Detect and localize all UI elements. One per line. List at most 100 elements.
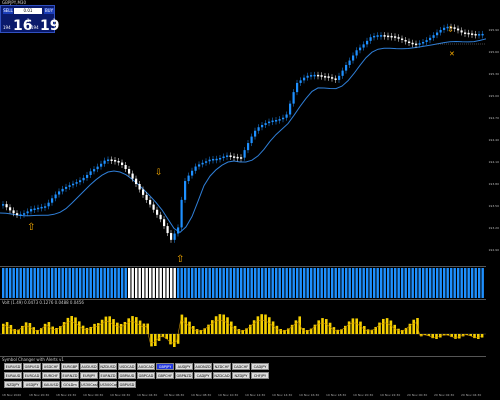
panel-separator (0, 356, 486, 357)
candle (278, 119, 281, 121)
signal-bar (229, 268, 232, 298)
signal-bar (383, 268, 386, 298)
histogram-bar (283, 329, 286, 334)
bid-price: 16 (13, 18, 33, 34)
candle (163, 219, 166, 227)
symbol-button-us500cash[interactable]: US500Cash (99, 381, 121, 388)
candle (341, 70, 344, 76)
signal-bar (327, 268, 330, 298)
histogram-bar (435, 334, 438, 339)
signal-bar (299, 268, 302, 298)
symbol-button-gbpchf[interactable]: GBPCHF (156, 372, 174, 379)
candle (173, 233, 176, 240)
histogram-bar (325, 319, 328, 334)
symbol-button-nzdcad[interactable]: NZDCAD (213, 372, 231, 379)
price-axis-label: 195.30 (488, 72, 500, 76)
symbol-button-audusd[interactable]: AUDUSD (80, 363, 98, 370)
signal-bar (37, 268, 40, 298)
signal-bar (51, 268, 54, 298)
symbol-button-gbpusd[interactable]: GBPUSD (23, 363, 41, 370)
symbol-button-audnzd[interactable]: AUDNZD (194, 363, 212, 370)
symbol-button-gbpusd[interactable]: GBPUSD (118, 381, 136, 388)
symbol-button-cadjpy[interactable]: CADJPY (251, 363, 269, 370)
symbol-button-gbpaud[interactable]: GBPAUD (118, 372, 136, 379)
histogram-bar (150, 334, 153, 347)
symbol-button-audjpy[interactable]: AUDJPY (175, 363, 193, 370)
signal-bar (471, 268, 474, 298)
symbol-button-gbpnzd[interactable]: GBPNZD (175, 372, 193, 379)
candle (177, 227, 180, 234)
signal-bar (439, 268, 442, 298)
sell-button[interactable]: SELL (3, 8, 13, 14)
candle (306, 75, 309, 78)
candle (5, 204, 8, 208)
histogram-bar (81, 325, 85, 334)
histogram-bar (469, 334, 472, 336)
candle (359, 47, 362, 51)
symbol-button-nzdusd[interactable]: NZDUSD (99, 363, 117, 370)
symbol-button-cadchf[interactable]: CADCHF (232, 363, 250, 370)
buy-arrow-icon: ⇧ (27, 222, 35, 233)
candle (114, 160, 117, 162)
signal-bar (408, 268, 411, 298)
histogram-bar (218, 314, 222, 334)
symbol-button-audcad[interactable]: AUDCAD (137, 363, 155, 370)
symbol-button-eurgbp[interactable]: EURGBP (61, 363, 79, 370)
buy-button[interactable]: BUY (44, 8, 54, 14)
candle (481, 33, 484, 36)
symbol-button-eurcad[interactable]: EURCAD (23, 372, 41, 379)
signal-bar (142, 268, 145, 298)
histogram-bar (70, 316, 73, 334)
symbol-button-xauusd[interactable]: XAUUSD (42, 381, 60, 388)
histogram-bar (100, 319, 104, 334)
symbol-button-euraud[interactable]: EURAUD (4, 372, 22, 379)
histogram-bar (351, 318, 355, 334)
symbol-button-usdcad[interactable]: USDCAD (118, 363, 136, 370)
symbol-button-usdjpy[interactable]: USDJPY (23, 381, 41, 388)
symbol-button-gbpjpy[interactable]: GBPJPY (156, 363, 174, 370)
signal-bar (40, 268, 43, 298)
symbol-button-eurchf[interactable]: EURCHF (42, 372, 60, 379)
candle (282, 117, 285, 120)
candle (194, 166, 197, 171)
symbol-button-nzdjpy[interactable]: NZDJPY (4, 381, 22, 388)
signal-bar (240, 268, 243, 298)
symbol-button-eurjpy[interactable]: EURJPY (80, 372, 98, 379)
price-chart[interactable]: ⇧ ⇩ ⇧ ⇩ ✕ (0, 0, 486, 265)
symbol-button-nzdjpy[interactable]: NZDJPY (232, 372, 250, 379)
candle (187, 175, 190, 182)
symbol-button-nzdchf[interactable]: NZDCHF (213, 363, 231, 370)
histogram-bar (123, 321, 127, 334)
candle (40, 206, 43, 209)
candle (215, 158, 218, 161)
signal-bar (334, 268, 337, 298)
histogram-bar (279, 329, 282, 334)
signal-bar (103, 268, 106, 298)
symbol-button-gbpcad[interactable]: GBPCAD (137, 372, 155, 379)
candle (219, 157, 222, 160)
histogram-bar (112, 319, 115, 334)
histogram-bar (108, 316, 111, 334)
symbol-button-cadjpy[interactable]: CADJPY (194, 372, 212, 379)
signal-bar (369, 268, 372, 298)
signal-bar (61, 268, 64, 298)
lot-size-input[interactable]: 0.01 (14, 8, 42, 14)
symbol-button-us30cash[interactable]: US30Cash (80, 381, 99, 388)
time-axis-label: 19 Nov 14:30 (272, 393, 293, 397)
time-axis-label: 18 Nov 20:30 (29, 393, 50, 397)
symbol-button-goldm[interactable]: GOLDm (61, 381, 79, 388)
symbol-button-eurnzd[interactable]: EURNZD (99, 372, 117, 379)
signal-bar (96, 268, 99, 298)
symbol-button-usdchf[interactable]: USDCHF (42, 363, 60, 370)
histogram-bar (446, 334, 450, 336)
candle (61, 188, 64, 192)
symbol-button-chfjpy[interactable]: CHFJPY (251, 372, 269, 379)
signal-bar (212, 268, 215, 298)
histogram-bar (241, 329, 244, 334)
candle (96, 166, 99, 170)
signal-bar (264, 268, 267, 298)
symbol-button-eurusd[interactable]: EURUSD (4, 363, 22, 370)
candle (75, 182, 78, 184)
candle (33, 208, 36, 211)
symbol-button-eurnzd[interactable]: EURNZD (61, 372, 79, 379)
